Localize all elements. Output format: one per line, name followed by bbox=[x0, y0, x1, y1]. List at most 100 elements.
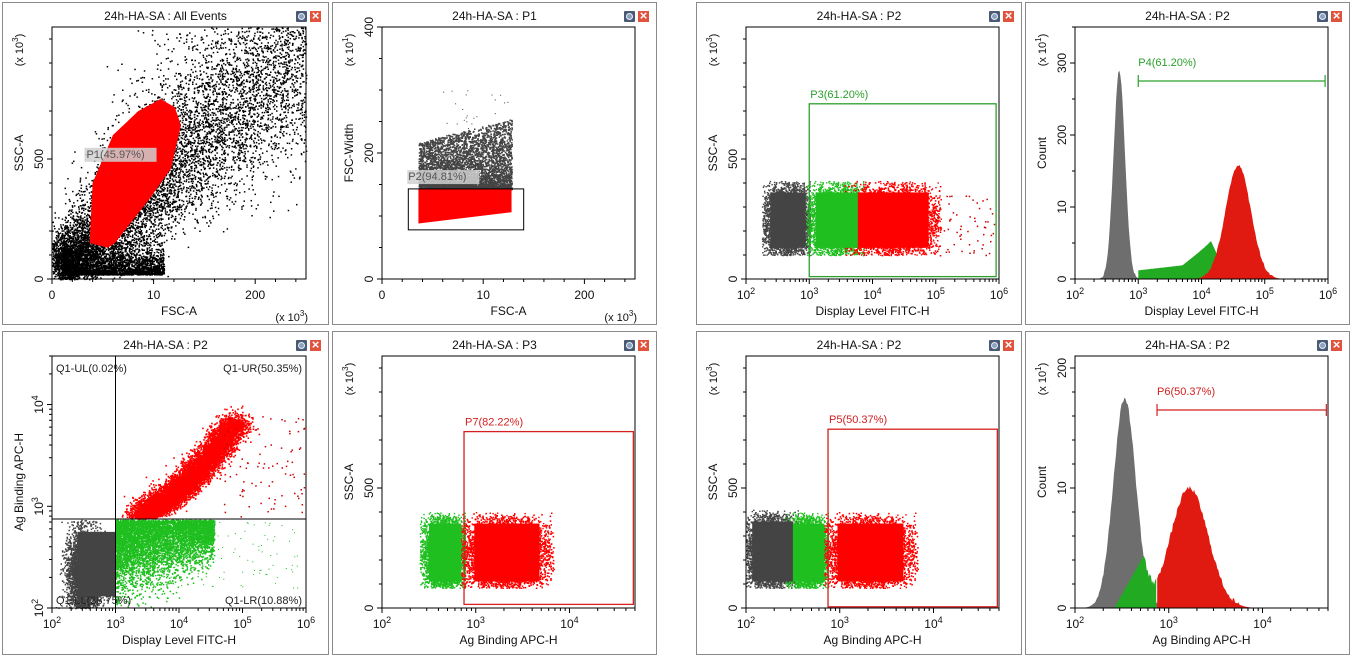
event-dot bbox=[296, 129, 298, 131]
event-dot bbox=[270, 217, 272, 219]
event-dot bbox=[269, 98, 271, 100]
event-dot bbox=[219, 79, 221, 81]
event-dot bbox=[189, 169, 191, 171]
event-dot bbox=[214, 104, 216, 106]
event-dot bbox=[253, 161, 255, 163]
event-dot bbox=[292, 174, 294, 176]
event-dot bbox=[177, 148, 179, 150]
event-dot bbox=[194, 129, 196, 131]
event-dot bbox=[132, 226, 134, 228]
event-dot bbox=[206, 82, 208, 84]
event-dot bbox=[200, 70, 202, 72]
event-dot bbox=[208, 61, 210, 63]
event-dot bbox=[267, 51, 269, 53]
event-dot bbox=[302, 122, 304, 124]
event-dot bbox=[173, 175, 175, 177]
event-dot bbox=[203, 143, 205, 145]
event-dot bbox=[275, 147, 277, 149]
event-dot bbox=[239, 168, 241, 170]
event-dot bbox=[275, 46, 277, 48]
event-dot bbox=[153, 226, 155, 228]
event-dot bbox=[156, 192, 158, 194]
event-dot bbox=[248, 60, 250, 62]
event-dot bbox=[72, 162, 74, 164]
event-dot bbox=[203, 162, 205, 164]
event-dot bbox=[191, 127, 193, 128]
event-dot bbox=[218, 137, 220, 139]
event-dot bbox=[224, 122, 226, 124]
event-dot bbox=[247, 103, 249, 105]
event-dot bbox=[201, 202, 203, 204]
event-dot bbox=[158, 192, 160, 194]
event-dot bbox=[205, 160, 207, 162]
event-dot bbox=[246, 36, 248, 38]
event-dot bbox=[122, 112, 124, 114]
event-dot bbox=[301, 138, 303, 140]
event-dot bbox=[197, 134, 199, 136]
event-dot bbox=[297, 127, 299, 129]
event-dot bbox=[210, 159, 212, 161]
event-dot bbox=[143, 218, 145, 220]
event-dot bbox=[163, 207, 165, 209]
plot-panel-p1[interactable]: 24h-HA-SA : All Events P1(45.97%) 0 10 200 FS… bbox=[2, 2, 329, 325]
event-dot bbox=[184, 209, 186, 211]
event-dot bbox=[199, 231, 201, 233]
event-dot bbox=[257, 167, 259, 169]
event-dot bbox=[286, 55, 288, 57]
event-dot bbox=[289, 50, 291, 52]
event-dot bbox=[223, 63, 225, 65]
event-dot bbox=[168, 49, 170, 51]
event-dot bbox=[226, 69, 228, 71]
event-dot bbox=[276, 100, 278, 102]
event-dot bbox=[147, 215, 149, 217]
event-dot bbox=[149, 213, 151, 215]
event-dot bbox=[136, 80, 138, 82]
event-dot bbox=[54, 228, 56, 230]
event-dot bbox=[204, 87, 206, 89]
event-dot bbox=[200, 152, 202, 154]
event-dot bbox=[284, 90, 286, 92]
event-dot bbox=[246, 166, 248, 168]
event-dot bbox=[263, 95, 265, 97]
event-dot bbox=[268, 101, 270, 103]
event-dot bbox=[145, 227, 147, 229]
event-dot bbox=[186, 179, 188, 181]
event-dot bbox=[55, 237, 57, 239]
event-dot bbox=[77, 200, 79, 202]
event-dot bbox=[179, 86, 181, 88]
event-dot bbox=[257, 69, 259, 71]
event-dot bbox=[235, 156, 237, 158]
event-dot bbox=[216, 28, 218, 30]
event-dot bbox=[201, 85, 203, 87]
event-dot bbox=[133, 220, 135, 222]
event-dot bbox=[177, 155, 179, 157]
event-dot bbox=[54, 240, 56, 242]
event-dot bbox=[181, 132, 183, 134]
event-dot bbox=[216, 98, 218, 100]
event-dot bbox=[204, 85, 206, 87]
event-dot bbox=[166, 240, 168, 242]
event-dot bbox=[204, 112, 206, 114]
event-dot bbox=[188, 111, 190, 113]
event-dot bbox=[75, 224, 77, 226]
event-dot bbox=[265, 66, 267, 68]
event-dot bbox=[107, 129, 109, 131]
event-dot bbox=[80, 178, 82, 180]
event-dot bbox=[81, 212, 83, 214]
event-dot bbox=[221, 168, 223, 170]
event-dot bbox=[276, 110, 278, 112]
event-dot bbox=[85, 209, 87, 211]
event-dot bbox=[176, 79, 178, 81]
event-dot bbox=[303, 46, 305, 48]
event-dot bbox=[213, 94, 215, 96]
event-dot bbox=[292, 89, 294, 91]
event-dot bbox=[255, 82, 256, 84]
event-dot bbox=[300, 35, 302, 37]
event-dot bbox=[202, 217, 204, 219]
event-dot bbox=[217, 176, 219, 178]
event-dot bbox=[248, 188, 250, 190]
event-dot bbox=[213, 195, 215, 197]
event-dot bbox=[292, 45, 294, 47]
event-dot bbox=[298, 104, 300, 106]
